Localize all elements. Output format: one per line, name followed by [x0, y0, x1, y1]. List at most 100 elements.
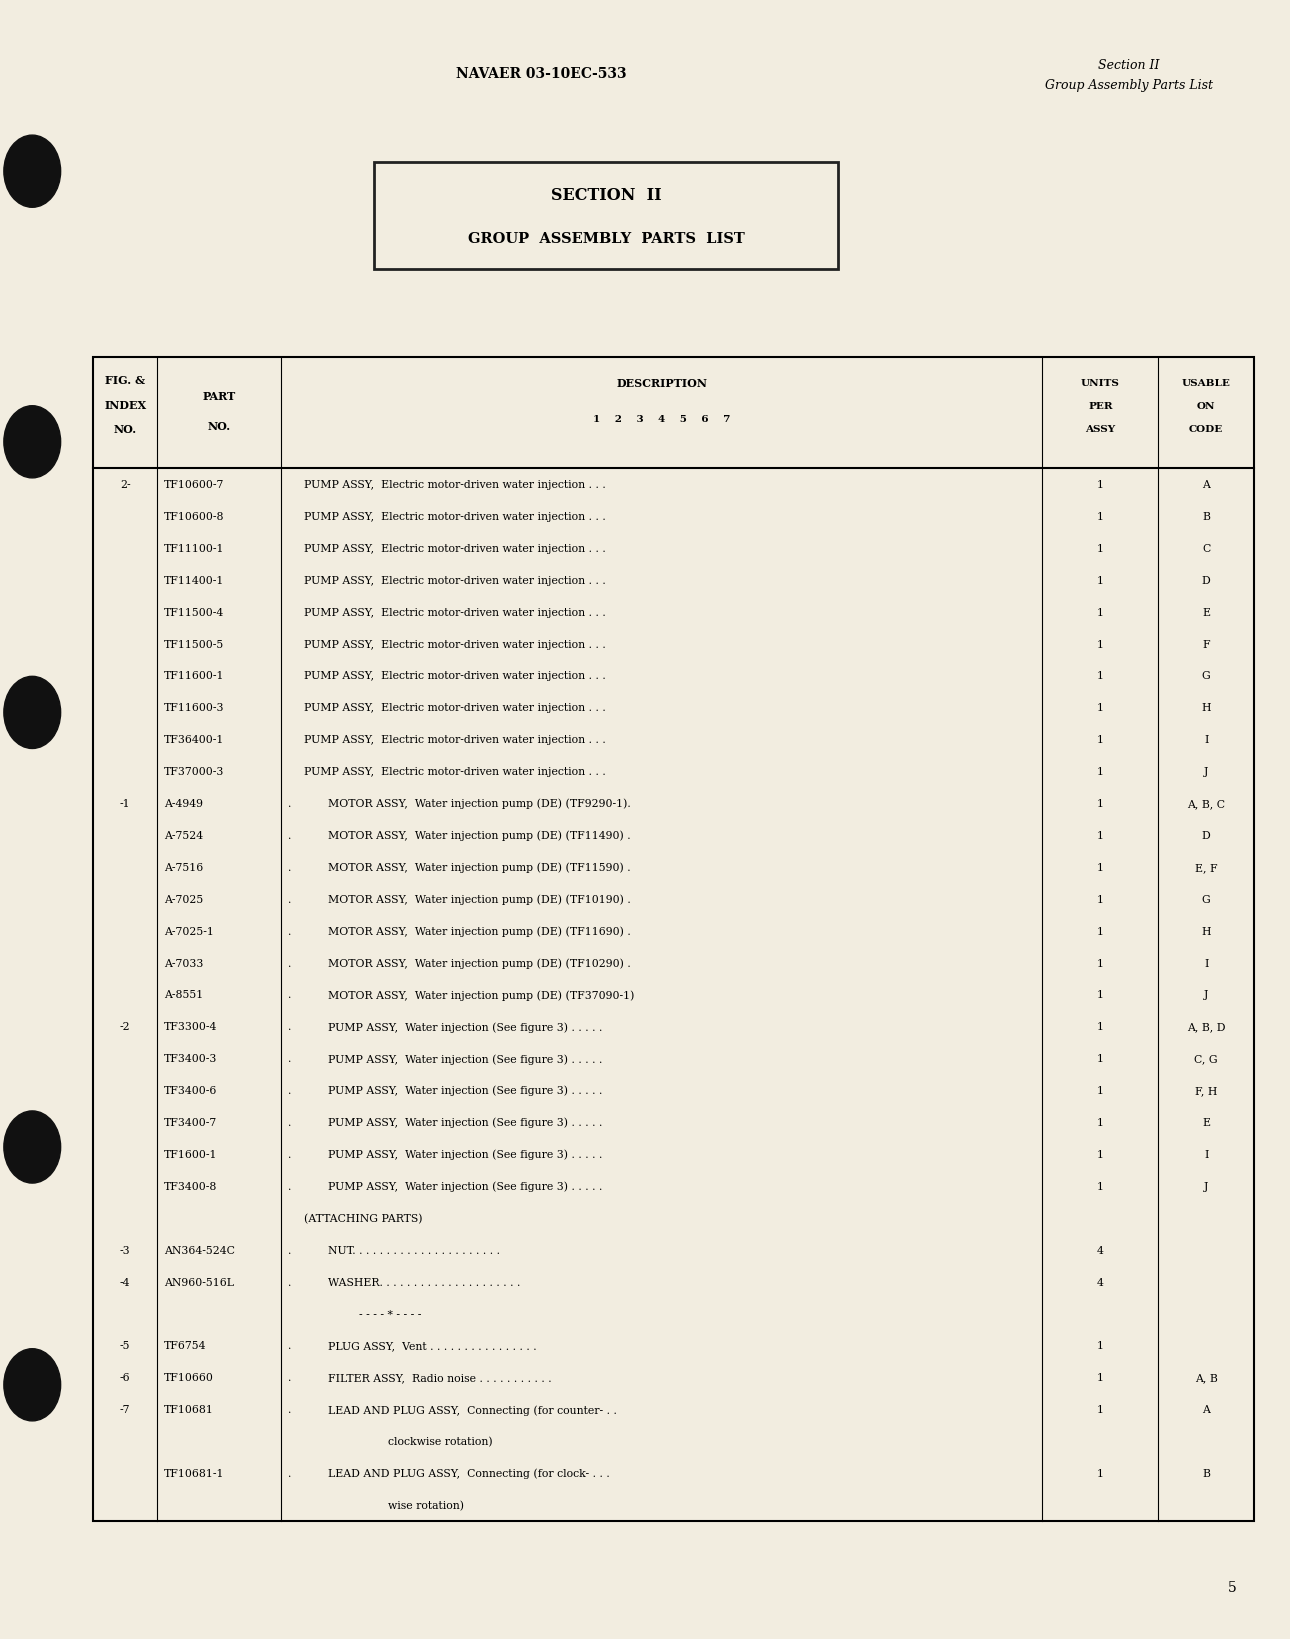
Text: MOTOR ASSY,  Water injection pump (DE) (TF37090-1): MOTOR ASSY, Water injection pump (DE) (T… [328, 990, 635, 1000]
Text: -1: -1 [120, 798, 130, 808]
Text: .: . [288, 926, 292, 936]
Text: LEAD AND PLUG ASSY,  Connecting (for counter- . .: LEAD AND PLUG ASSY, Connecting (for coun… [328, 1405, 617, 1414]
Text: G: G [1202, 670, 1210, 682]
Text: I: I [1204, 734, 1209, 744]
Text: C, G: C, G [1195, 1054, 1218, 1064]
Text: TF10660: TF10660 [164, 1372, 214, 1383]
Text: MOTOR ASSY,  Water injection pump (DE) (TF11490) .: MOTOR ASSY, Water injection pump (DE) (T… [328, 831, 631, 841]
Text: B: B [1202, 1469, 1210, 1478]
Text: 1: 1 [1096, 990, 1104, 1000]
Text: TF3300-4: TF3300-4 [164, 1021, 217, 1033]
Text: PUMP ASSY,  Electric motor-driven water injection . . .: PUMP ASSY, Electric motor-driven water i… [304, 511, 606, 521]
Text: 1: 1 [1096, 1341, 1104, 1351]
Text: J: J [1204, 767, 1209, 777]
Text: -6: -6 [120, 1372, 130, 1383]
Text: TF11500-4: TF11500-4 [164, 606, 224, 618]
Text: -7: -7 [120, 1405, 130, 1414]
Text: 1: 1 [1096, 1469, 1104, 1478]
Text: PUMP ASSY,  Water injection (See figure 3) . . . . .: PUMP ASSY, Water injection (See figure 3… [328, 1021, 602, 1033]
Text: TF11500-5: TF11500-5 [164, 639, 224, 649]
Text: .: . [288, 1054, 292, 1064]
Text: .: . [288, 990, 292, 1000]
Text: 1: 1 [1096, 1021, 1104, 1033]
Text: 1: 1 [1096, 639, 1104, 649]
Text: PUMP ASSY,  Electric motor-driven water injection . . .: PUMP ASSY, Electric motor-driven water i… [304, 639, 606, 649]
Text: 1: 1 [1096, 1149, 1104, 1159]
Text: TF10600-8: TF10600-8 [164, 511, 224, 521]
Text: TF10681-1: TF10681-1 [164, 1469, 224, 1478]
Text: -5: -5 [120, 1341, 130, 1351]
Text: G: G [1202, 895, 1210, 905]
Text: .: . [288, 1021, 292, 1033]
Text: .: . [288, 1149, 292, 1159]
Text: MOTOR ASSY,  Water injection pump (DE) (TF10290) .: MOTOR ASSY, Water injection pump (DE) (T… [328, 957, 631, 969]
Text: GROUP  ASSEMBLY  PARTS  LIST: GROUP ASSEMBLY PARTS LIST [468, 233, 744, 246]
Text: 1: 1 [1096, 767, 1104, 777]
Text: TF1600-1: TF1600-1 [164, 1149, 217, 1159]
Text: A-7025-1: A-7025-1 [164, 926, 214, 936]
Text: Group Assembly Parts List: Group Assembly Parts List [1045, 79, 1213, 92]
Text: MOTOR ASSY,  Water injection pump (DE) (TF11590) .: MOTOR ASSY, Water injection pump (DE) (T… [328, 862, 631, 872]
Text: PUMP ASSY,  Water injection (See figure 3) . . . . .: PUMP ASSY, Water injection (See figure 3… [328, 1085, 602, 1096]
Text: ASSY: ASSY [1085, 425, 1116, 434]
Text: TF10681: TF10681 [164, 1405, 214, 1414]
Text: H: H [1201, 703, 1211, 713]
Text: PLUG ASSY,  Vent . . . . . . . . . . . . . . . .: PLUG ASSY, Vent . . . . . . . . . . . . … [328, 1341, 537, 1351]
Text: A, B, D: A, B, D [1187, 1021, 1225, 1033]
Text: 1: 1 [1096, 862, 1104, 872]
Text: F, H: F, H [1195, 1085, 1218, 1095]
Text: NAVAER 03-10EC-533: NAVAER 03-10EC-533 [457, 67, 627, 80]
Text: TF3400-6: TF3400-6 [164, 1085, 217, 1095]
Text: D: D [1202, 575, 1210, 585]
Text: 1: 1 [1096, 1372, 1104, 1383]
Text: .: . [288, 1372, 292, 1383]
Text: clockwise rotation): clockwise rotation) [388, 1436, 493, 1447]
Text: AN364-524C: AN364-524C [164, 1246, 235, 1255]
Text: CODE: CODE [1189, 425, 1223, 434]
Circle shape [4, 1111, 61, 1183]
Text: FILTER ASSY,  Radio noise . . . . . . . . . . .: FILTER ASSY, Radio noise . . . . . . . .… [328, 1372, 551, 1383]
Text: TF11100-1: TF11100-1 [164, 544, 224, 554]
Text: PUMP ASSY,  Water injection (See figure 3) . . . . .: PUMP ASSY, Water injection (See figure 3… [328, 1182, 602, 1192]
Text: A-8551: A-8551 [164, 990, 203, 1000]
Text: PER: PER [1087, 402, 1113, 411]
Text: USABLE: USABLE [1182, 379, 1231, 388]
Text: F: F [1202, 639, 1210, 649]
Text: .: . [288, 895, 292, 905]
Text: .: . [288, 1405, 292, 1414]
Text: - - - - * - - - -: - - - - * - - - - [359, 1308, 421, 1319]
Text: 4: 4 [1096, 1277, 1104, 1287]
Text: -3: -3 [120, 1246, 130, 1255]
Text: B: B [1202, 511, 1210, 521]
Text: .: . [288, 862, 292, 872]
FancyBboxPatch shape [374, 162, 838, 269]
Text: 1: 1 [1096, 606, 1104, 618]
Text: .: . [288, 1182, 292, 1192]
Text: .: . [288, 1246, 292, 1255]
Text: UNITS: UNITS [1081, 379, 1120, 388]
Circle shape [4, 677, 61, 749]
Text: PUMP ASSY,  Water injection (See figure 3) . . . . .: PUMP ASSY, Water injection (See figure 3… [328, 1149, 602, 1159]
Text: .: . [288, 798, 292, 808]
Text: .: . [288, 957, 292, 969]
Text: LEAD AND PLUG ASSY,  Connecting (for clock- . . .: LEAD AND PLUG ASSY, Connecting (for cloc… [328, 1469, 609, 1478]
Text: 2-: 2- [120, 480, 130, 490]
Text: PUMP ASSY,  Water injection (See figure 3) . . . . .: PUMP ASSY, Water injection (See figure 3… [328, 1054, 602, 1064]
Text: 1: 1 [1096, 734, 1104, 744]
Text: I: I [1204, 957, 1209, 969]
Text: 1: 1 [1096, 1085, 1104, 1095]
Text: SECTION  II: SECTION II [551, 187, 662, 203]
Text: 4: 4 [1096, 1246, 1104, 1255]
Text: .: . [288, 1341, 292, 1351]
Text: TF3400-8: TF3400-8 [164, 1182, 217, 1192]
Text: 1: 1 [1096, 895, 1104, 905]
Text: PART: PART [203, 392, 236, 402]
Text: TF3400-3: TF3400-3 [164, 1054, 217, 1064]
Text: TF11600-3: TF11600-3 [164, 703, 224, 713]
Circle shape [4, 406, 61, 479]
Text: D: D [1202, 831, 1210, 841]
Text: -2: -2 [120, 1021, 130, 1033]
Text: H: H [1201, 926, 1211, 936]
Text: A-7025: A-7025 [164, 895, 203, 905]
Text: A, B: A, B [1195, 1372, 1218, 1383]
